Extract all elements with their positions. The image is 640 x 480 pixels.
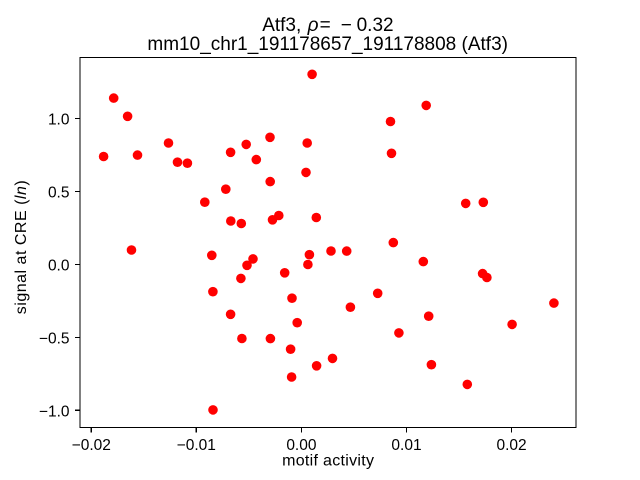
svg-text:−0.01: −0.01 xyxy=(177,437,216,454)
svg-text:motif activity: motif activity xyxy=(282,453,374,470)
svg-text:mm10_chr1_191178657_191178808: mm10_chr1_191178657_191178808 (Atf3) xyxy=(147,34,508,55)
svg-text:signal at CRE (ln): signal at CRE (ln) xyxy=(13,180,30,314)
svg-text:1.0: 1.0 xyxy=(48,112,70,129)
svg-text:0.01: 0.01 xyxy=(391,437,421,454)
svg-text:−: − xyxy=(341,15,352,36)
svg-text:=: = xyxy=(320,15,331,36)
svg-text:0.5: 0.5 xyxy=(48,184,70,201)
svg-text:0.00: 0.00 xyxy=(286,437,317,454)
svg-text:0.0: 0.0 xyxy=(48,257,70,274)
svg-text:−0.5: −0.5 xyxy=(39,330,70,347)
svg-text:0.02: 0.02 xyxy=(497,437,527,454)
svg-text:ρ: ρ xyxy=(307,15,319,36)
svg-text:0.32: 0.32 xyxy=(357,15,394,36)
svg-text:−1.0: −1.0 xyxy=(39,403,70,420)
svg-text:−0.02: −0.02 xyxy=(72,437,111,454)
svg-text:Atf3,: Atf3, xyxy=(262,15,301,36)
